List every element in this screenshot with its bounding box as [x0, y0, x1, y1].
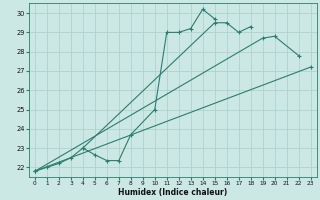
X-axis label: Humidex (Indice chaleur): Humidex (Indice chaleur) [118, 188, 227, 197]
